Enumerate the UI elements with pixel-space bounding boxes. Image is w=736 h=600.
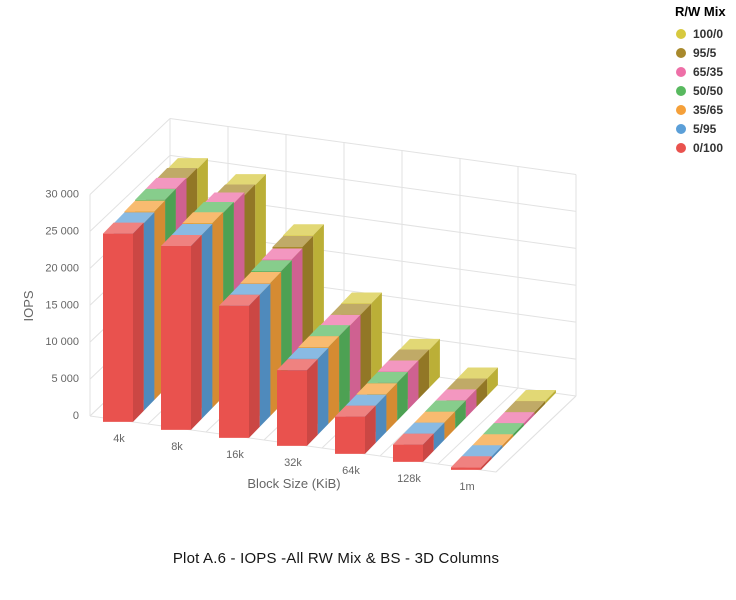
legend-item-35/65[interactable]: 35/65 xyxy=(660,103,736,117)
legend-item-5/95[interactable]: 5/95 xyxy=(660,122,736,136)
y-axis-title: IOPS xyxy=(21,290,36,321)
legend-item-label: 65/35 xyxy=(693,65,724,79)
x-tick-label: 32k xyxy=(284,457,302,469)
axis-tick-labels: 0 5 000 10 000 15 000 20 000 25 000 30 000 4k 8k… xyxy=(45,189,474,494)
bar-0/100-16k[interactable] xyxy=(219,294,260,438)
y-tick-label: 5 000 xyxy=(51,373,79,385)
x-tick-label: 64k xyxy=(342,465,360,477)
legend-items: 100/0 95/5 65/35 50/50 35/65 5/95 0/100 xyxy=(660,27,736,155)
legend-item-65/35[interactable]: 65/35 xyxy=(660,65,736,79)
legend-marker-icon xyxy=(676,67,686,77)
legend-item-50/50[interactable]: 50/50 xyxy=(660,84,736,98)
grid-line xyxy=(89,118,171,195)
y-tick-label: 15 000 xyxy=(45,299,79,311)
bar-0/100-4k[interactable] xyxy=(103,222,144,422)
x-tick-label: 8k xyxy=(171,441,183,453)
legend-item-label: 35/65 xyxy=(693,103,724,117)
legend: R/W Mix 100/0 95/5 65/35 50/50 35/65 5/95 0/10… xyxy=(660,4,736,162)
legend-marker-icon xyxy=(676,143,686,153)
y-tick-label: 20 000 xyxy=(45,262,79,274)
grid-line xyxy=(169,118,577,175)
y-tick-label: 0 xyxy=(73,410,79,422)
legend-title: R/W Mix xyxy=(675,4,726,19)
x-tick-label: 16k xyxy=(226,449,244,461)
legend-item-label: 95/5 xyxy=(693,46,717,60)
legend-item-label: 5/95 xyxy=(693,122,717,136)
grid-line xyxy=(495,395,577,473)
y-tick-label: 30 000 xyxy=(45,189,79,201)
legend-item-100/0[interactable]: 100/0 xyxy=(660,27,736,41)
y-tick-label: 10 000 xyxy=(45,336,79,348)
legend-marker-icon xyxy=(676,105,686,115)
legend-item-label: 50/50 xyxy=(693,84,724,98)
legend-marker-icon xyxy=(676,86,686,96)
legend-marker-icon xyxy=(676,124,686,134)
bar-0/100-1m[interactable] xyxy=(451,456,492,470)
x-tick-label: 1m xyxy=(459,481,474,493)
x-tick-label: 4k xyxy=(113,433,125,445)
column-bars xyxy=(103,158,556,470)
legend-item-label: 0/100 xyxy=(693,141,724,155)
legend-item-label: 100/0 xyxy=(693,27,724,41)
bar-0/100-32k[interactable] xyxy=(277,359,318,446)
y-tick-label: 25 000 xyxy=(45,225,79,237)
grid-line xyxy=(437,387,519,465)
grid-line xyxy=(89,155,171,232)
legend-marker-icon xyxy=(676,29,686,39)
legend-marker-icon xyxy=(676,48,686,58)
bar-0/100-64k[interactable] xyxy=(335,405,376,454)
bar-0/100-128k[interactable] xyxy=(393,433,434,462)
legend-item-0/100[interactable]: 0/100 xyxy=(660,141,736,155)
legend-item-95/5[interactable]: 95/5 xyxy=(660,46,736,60)
x-axis-title: Block Size (KiB) xyxy=(247,476,340,491)
bar-0/100-8k[interactable] xyxy=(161,235,202,430)
grid-line xyxy=(169,154,577,212)
chart-title: Plot A.6 - IOPS -All RW Mix & BS - 3D Co… xyxy=(172,550,500,567)
x-tick-label: 128k xyxy=(397,473,421,485)
